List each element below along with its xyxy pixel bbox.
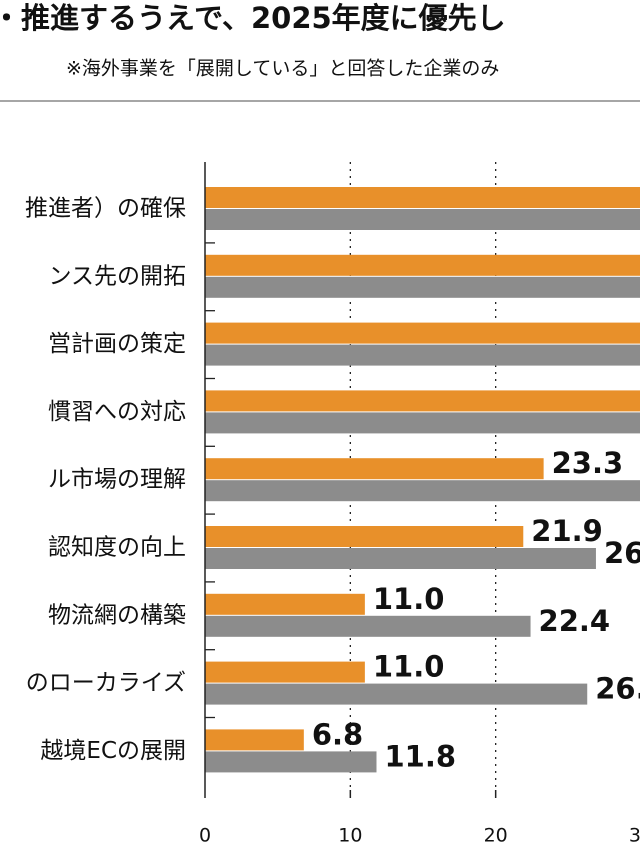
x-tick-label: 20 [484, 825, 508, 847]
category-label: のローカライズ [26, 670, 186, 696]
bar [205, 593, 365, 615]
x-tick-label: 30 [629, 825, 640, 847]
bar [205, 729, 304, 751]
category-label: 営計画の策定 [48, 331, 186, 357]
category-label: 慣習への対応 [48, 399, 186, 425]
bar [205, 751, 377, 773]
category-label: 物流網の構築 [48, 602, 186, 628]
data-label: 6.8 [312, 717, 363, 751]
bar [205, 254, 640, 276]
bar [205, 412, 640, 434]
category-label: 認知度の向上 [48, 535, 186, 561]
bar [205, 390, 640, 412]
bar [205, 615, 531, 637]
bar [205, 480, 640, 502]
chart-subtitle: ※海外事業を「展開している」と回答した企業のみ [66, 58, 499, 80]
data-label: 26.9 [604, 536, 640, 570]
bar [205, 526, 524, 547]
data-label: 21.9 [531, 514, 603, 548]
bar [205, 322, 640, 344]
data-label: 11.0 [373, 650, 445, 684]
data-label: 11.0 [373, 582, 445, 616]
bar [205, 344, 640, 366]
chart-title: ・推進するうえで、2025年度に優先し [0, 1, 506, 35]
category-label: 推進者）の確保 [25, 196, 186, 222]
bar [205, 276, 640, 298]
bar [205, 661, 365, 683]
bar [205, 458, 544, 480]
data-label: 23.3 [552, 446, 624, 480]
data-label: 26.3 [595, 672, 640, 706]
x-tick-label: 10 [338, 825, 362, 847]
bar [205, 683, 588, 705]
bar [205, 209, 640, 230]
data-label: 11.8 [384, 739, 456, 773]
bar [205, 187, 640, 208]
category-label: ル市場の理解 [48, 467, 186, 493]
bar [205, 548, 596, 569]
category-label: 越境ECの展開 [40, 738, 186, 764]
data-label: 22.4 [539, 604, 611, 638]
x-tick-label: 0 [199, 825, 211, 847]
category-label: ンス先の開拓 [48, 263, 186, 289]
